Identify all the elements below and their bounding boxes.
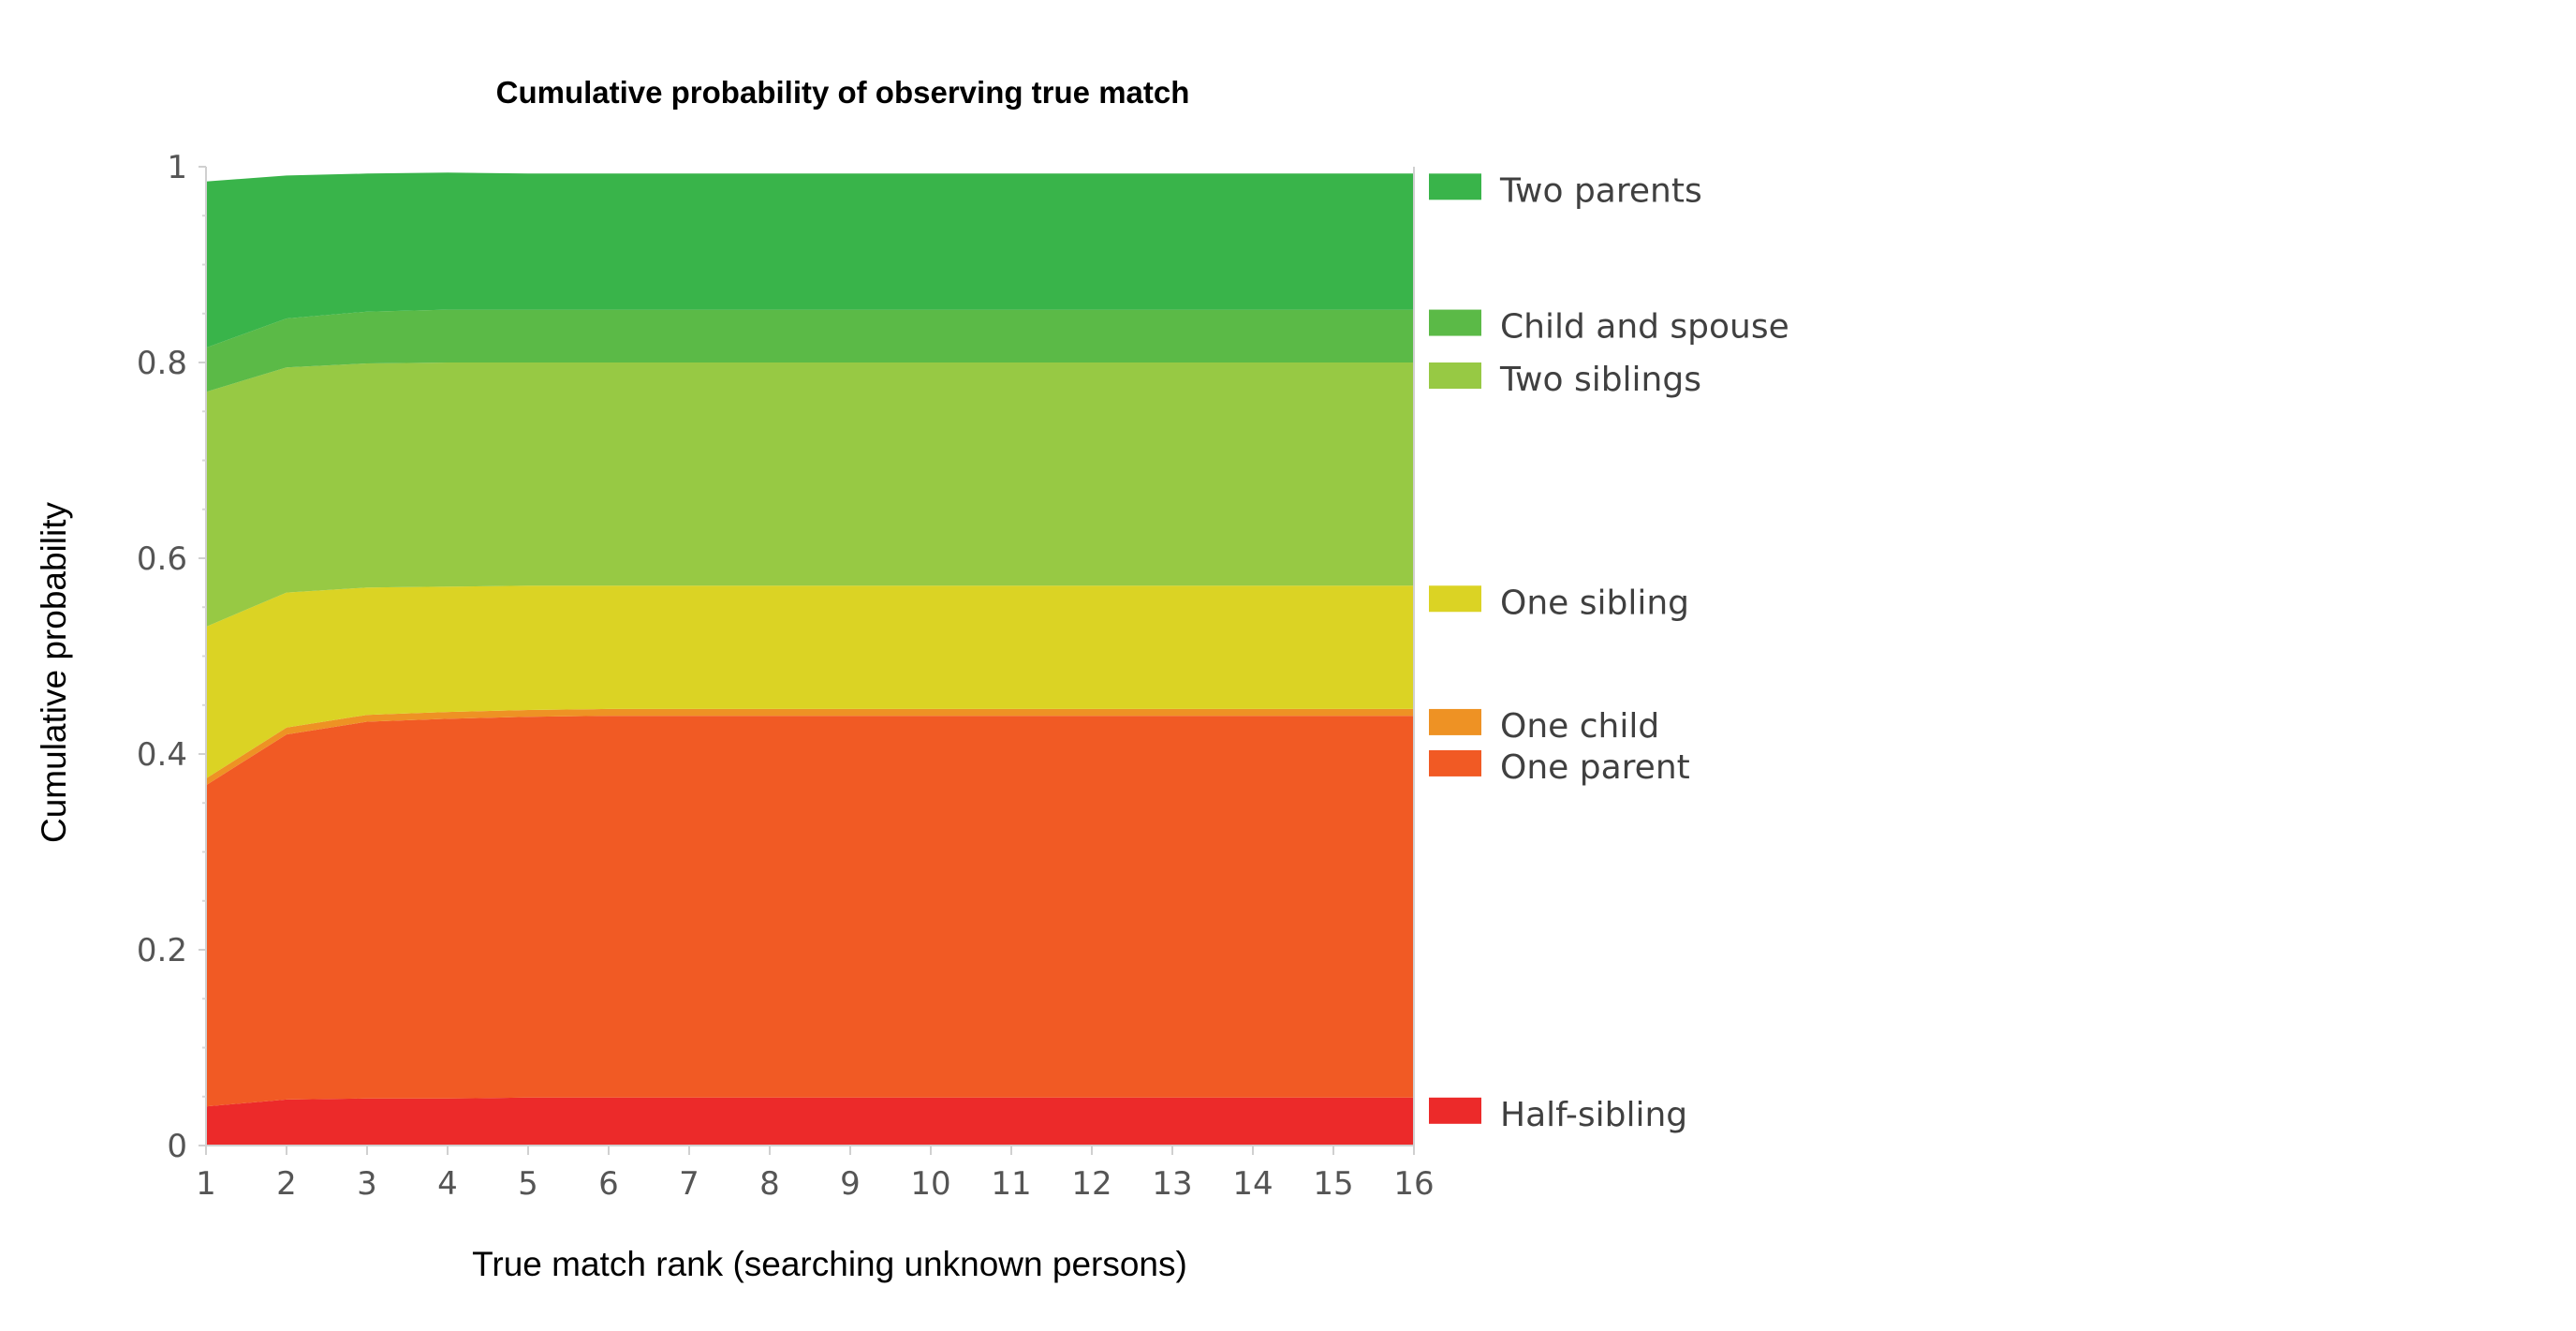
- legend-label: Two siblings: [1499, 361, 1701, 399]
- y-axis-label: Cumulative probability: [35, 502, 73, 844]
- x-tick-label: 5: [518, 1165, 538, 1203]
- x-tick-label: 11: [991, 1165, 1031, 1203]
- legend: Two parents Child and spouse Two siblings O…: [1429, 171, 1789, 1134]
- legend-item-child-and-spouse: Child and spouse: [1429, 308, 1789, 347]
- legend-swatch: [1429, 1097, 1481, 1124]
- x-tick-label: 12: [1071, 1165, 1111, 1203]
- area-half-sibling: [206, 1097, 1414, 1146]
- x-tick-label: 9: [840, 1165, 861, 1203]
- y-tick-label: 0: [167, 1128, 187, 1165]
- x-tick-label: 8: [759, 1165, 780, 1203]
- x-tick-label: 1: [196, 1165, 216, 1203]
- legend-label: One parent: [1500, 748, 1690, 787]
- legend-swatch: [1429, 585, 1481, 613]
- legend-item-one-child: One child: [1429, 707, 1659, 746]
- area-one-sibling: [206, 585, 1414, 779]
- area-two-parents: [206, 172, 1414, 348]
- y-tick-label: 1: [167, 149, 187, 186]
- x-axis-label: True match rank (searching unknown perso…: [472, 1245, 1187, 1283]
- chart-title: Cumulative probability of observing true…: [496, 75, 1190, 110]
- y-tick-label: 0.8: [137, 345, 187, 382]
- x-tick-label: 4: [437, 1165, 458, 1203]
- x-tick-label: 13: [1152, 1165, 1192, 1203]
- area-two-siblings: [206, 362, 1414, 628]
- legend-item-two-siblings: Two siblings: [1429, 361, 1701, 399]
- legend-swatch: [1429, 309, 1481, 336]
- x-tick-label: 2: [276, 1165, 297, 1203]
- x-tick-label: 10: [910, 1165, 950, 1203]
- legend-swatch: [1429, 362, 1481, 389]
- legend-item-one-parent: One parent: [1429, 748, 1690, 787]
- legend-item-one-sibling: One sibling: [1429, 584, 1689, 622]
- x-tick-label: 3: [357, 1165, 377, 1203]
- x-tick-label: 6: [598, 1165, 619, 1203]
- x-tick-label: 15: [1313, 1165, 1353, 1203]
- legend-item-two-parents: Two parents: [1429, 171, 1702, 210]
- x-tick-label: 14: [1232, 1165, 1273, 1203]
- x-tick-label: 7: [679, 1165, 699, 1203]
- legend-swatch: [1429, 749, 1481, 776]
- y-tick-label: 0.6: [137, 540, 187, 578]
- x-tick-label: 16: [1393, 1165, 1434, 1203]
- legend-label: Child and spouse: [1500, 308, 1789, 347]
- legend-label: Half-sibling: [1500, 1096, 1687, 1134]
- area-child-and-spouse: [206, 309, 1414, 392]
- legend-label: One sibling: [1500, 584, 1689, 622]
- y-axis-ticks: 0 0.2 0.4 0.6 0.8 1: [137, 149, 206, 1165]
- legend-item-half-sibling: Half-sibling: [1429, 1096, 1687, 1134]
- y-tick-label: 0.2: [137, 932, 187, 969]
- y-tick-label: 0.4: [137, 736, 187, 774]
- area-one-parent: [206, 716, 1414, 1107]
- x-axis-ticks: 1 2 3 4 5 6 7 8 9 10 11 12 13 14 15 16: [196, 1146, 1435, 1203]
- area-series-group: [206, 172, 1414, 1146]
- legend-label: One child: [1500, 707, 1659, 746]
- legend-label: Two parents: [1499, 171, 1702, 210]
- legend-swatch: [1429, 708, 1481, 735]
- legend-swatch: [1429, 173, 1481, 200]
